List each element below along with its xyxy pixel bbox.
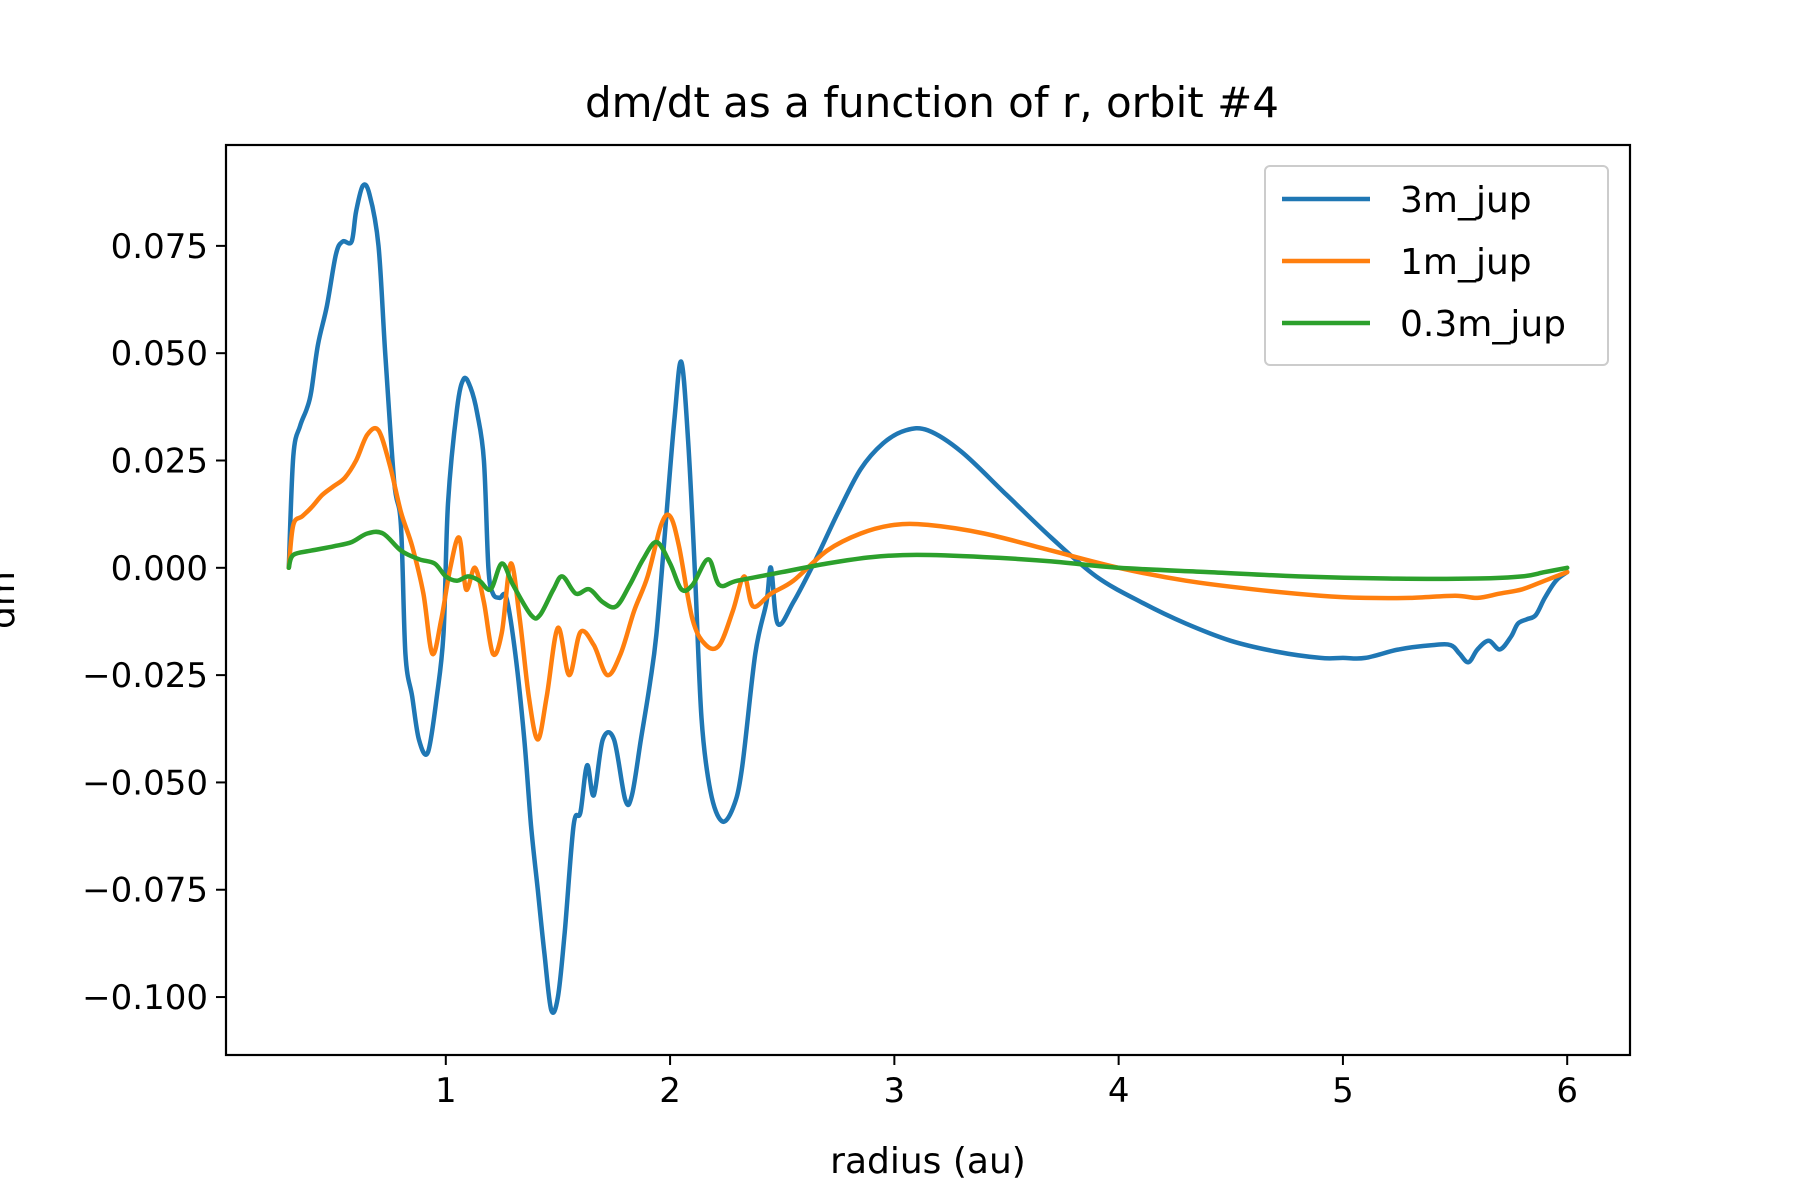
- y-tick-label: −0.075: [82, 871, 208, 911]
- chart-title: dm/dt as a function of r, orbit #4: [585, 78, 1279, 127]
- legend: 3m_jup 1m_jup 0.3m_jup: [1264, 165, 1609, 366]
- plot-lines: [286, 182, 1570, 1015]
- y-tick-label: 0.000: [111, 549, 208, 589]
- legend-frame: [1264, 165, 1609, 366]
- y-tick-label: −0.100: [82, 978, 208, 1018]
- series-line-1m-jup: [286, 425, 1570, 742]
- y-tick-label: 0.025: [111, 441, 208, 481]
- x-tick-label: 5: [1332, 1071, 1354, 1111]
- y-axis-label: dm: [0, 571, 23, 629]
- y-tick-label: −0.025: [82, 656, 208, 696]
- legend-label-1m-jup: 1m_jup: [1400, 242, 1532, 283]
- x-tick-label: 3: [884, 1071, 906, 1111]
- x-tick-label: 4: [1108, 1071, 1130, 1111]
- y-axis: 0.075 0.050 0.025 0.000 −0.025 −0.050 −0.075 −0…: [82, 227, 226, 1018]
- y-tick-label: 0.050: [111, 334, 208, 374]
- plot-frame: [224, 143, 1632, 1057]
- series-line-0-3m-jup: [286, 529, 1570, 621]
- y-tick-label: 0.075: [111, 227, 208, 267]
- series-line-3m-jup: [286, 182, 1570, 1015]
- x-tick-label: 1: [435, 1071, 457, 1111]
- x-tick-label: 6: [1556, 1071, 1578, 1111]
- legend-label-0-3m-jup: 0.3m_jup: [1400, 304, 1566, 345]
- legend-label-3m-jup: 3m_jup: [1400, 180, 1532, 221]
- x-axis-label: radius (au): [830, 1141, 1026, 1182]
- y-tick-label: −0.050: [82, 763, 208, 803]
- x-axis: 1 2 3 4 5 6: [435, 1055, 1578, 1111]
- x-tick-label: 2: [659, 1071, 681, 1111]
